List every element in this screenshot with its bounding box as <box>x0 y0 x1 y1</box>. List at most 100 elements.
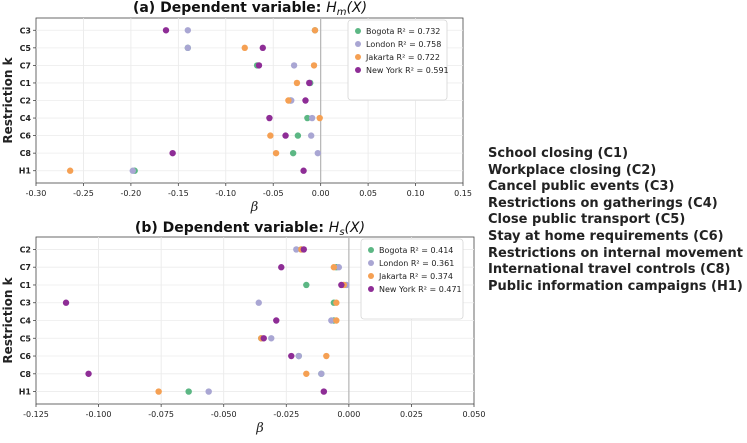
point-jakarta-c7 <box>330 264 338 271</box>
y-tick-label: C6 <box>20 352 32 361</box>
panel-label: (a) <box>133 0 160 16</box>
legend-box <box>360 238 464 320</box>
x-axis-label: β <box>250 200 259 215</box>
x-tick-label: -0.050 <box>211 410 237 419</box>
x-tick-label: 0.10 <box>407 189 425 198</box>
point-bogota-h1 <box>185 388 192 395</box>
legend-entry: Bogota R² = 0.414 <box>379 246 453 255</box>
point-jakarta-c6 <box>323 352 330 360</box>
restriction-legend-item: Workplace closing (C2) <box>488 162 657 178</box>
y-axis-label: Restriction k <box>1 56 15 143</box>
y-tick-label: C5 <box>20 334 32 343</box>
y-tick-label: H1 <box>19 388 32 397</box>
point-london-c4 <box>328 317 335 324</box>
point-jakarta-c3 <box>333 299 340 306</box>
y-tick-label: H1 <box>19 167 32 176</box>
chart-panel-b: -0.125 -0.100 -0.075 -0.050 -0.025 0.000 0.025… <box>1 220 485 436</box>
point-new-york-c5 <box>259 44 266 52</box>
y-tick-label: C7 <box>20 263 31 272</box>
title-subscript: m <box>337 7 347 18</box>
title-math: H <box>326 0 337 16</box>
point-new-york-h1 <box>320 388 328 395</box>
x-tick-label: 0.00 <box>312 189 330 198</box>
x-tick-label: 0.15 <box>454 189 472 198</box>
x-tick-label: 0.025 <box>400 410 423 419</box>
point-london-h1 <box>205 388 212 395</box>
restriction-legend-item: School closing (C1) <box>488 146 629 161</box>
point-new-york-c3 <box>62 299 70 306</box>
point-bogota-c1 <box>303 281 310 289</box>
title-argument: (X) <box>345 220 366 236</box>
x-tick-label: -0.20 <box>121 189 142 198</box>
y-tick-label: C3 <box>20 26 31 35</box>
point-new-york-c8 <box>169 149 176 157</box>
point-new-york-h1 <box>300 167 307 174</box>
point-london-c3 <box>255 299 262 306</box>
point-jakarta-c5 <box>241 44 248 52</box>
point-bogota-c8 <box>289 149 297 157</box>
legend-entry: Jakarta R² = 0.722 <box>365 53 440 62</box>
x-tick-label: 0.050 <box>463 410 486 419</box>
legend-entry: Jakarta R² = 0.374 <box>378 272 453 281</box>
y-tick-label: C4 <box>20 114 32 123</box>
legend-entry: London R² = 0.758 <box>366 40 441 49</box>
restriction-legend-item: Restrictions on gatherings (C4) <box>488 195 718 211</box>
legend-box <box>347 19 448 101</box>
point-london-c6 <box>307 132 315 139</box>
legend-marker <box>368 247 374 253</box>
legend-marker <box>368 260 374 266</box>
title-text: Dependent variable: <box>163 220 329 236</box>
restriction-legend-item: Cancel public events (C3) <box>488 179 675 195</box>
y-tick-label: C2 <box>20 245 31 254</box>
point-new-york-c4 <box>266 114 273 122</box>
restriction-legend: School closing (C1) Workplace closing (C2… <box>488 146 747 295</box>
legend-marker <box>355 28 361 34</box>
x-tick-label: -0.075 <box>148 410 174 419</box>
point-new-york-c6 <box>288 352 295 360</box>
x-tick-label: 0.000 <box>337 410 360 419</box>
x-tick-label: -0.15 <box>168 189 189 198</box>
point-new-york-c1 <box>338 281 345 289</box>
x-tick-label: -0.125 <box>23 410 49 419</box>
x-tick-label: -0.05 <box>263 189 284 198</box>
point-bogota-c6 <box>294 132 302 139</box>
restriction-legend-item: Public information campaigns (H1) <box>488 278 743 294</box>
panel-title: (b) Dependent variable: Hs(X) <box>135 220 365 238</box>
x-tick-label: -0.25 <box>73 189 94 198</box>
y-tick-label: C2 <box>20 97 31 106</box>
point-london-c6 <box>295 352 302 360</box>
point-london-c5 <box>184 44 192 52</box>
x-axis-label: β <box>255 421 264 436</box>
restriction-legend-item: Stay at home requirements (C6) <box>488 228 724 244</box>
point-new-york-c4 <box>273 317 280 324</box>
point-new-york-c6 <box>282 132 289 139</box>
y-tick-label: C1 <box>20 79 32 88</box>
x-tick-label: 0.05 <box>359 189 377 198</box>
y-tick-label: C3 <box>20 299 31 308</box>
legend-marker <box>355 67 361 73</box>
point-jakarta-c3 <box>311 27 319 34</box>
legend-marker <box>355 41 361 47</box>
point-jakarta-c2 <box>285 97 292 104</box>
point-new-york-c7 <box>255 62 263 69</box>
point-jakarta-c7 <box>310 62 318 69</box>
point-new-york-c2 <box>302 97 309 104</box>
legend-marker <box>368 273 374 279</box>
point-london-c3 <box>184 27 192 34</box>
y-tick-label: C6 <box>20 132 32 141</box>
point-london-h1 <box>129 167 136 174</box>
x-tick-label: -0.025 <box>273 410 299 419</box>
restriction-legend-item: International travel controls (C8) <box>488 262 731 278</box>
y-tick-label: C1 <box>20 281 32 290</box>
y-tick-label: C8 <box>20 370 32 379</box>
point-jakarta-c6 <box>267 132 274 139</box>
point-london-c8 <box>318 370 325 377</box>
point-jakarta-h1 <box>155 388 162 395</box>
point-jakarta-c1 <box>293 79 301 87</box>
point-jakarta-c4 <box>333 317 340 324</box>
x-tick-label: -0.30 <box>26 189 47 198</box>
point-new-york-c2 <box>300 246 308 253</box>
point-london-c5 <box>268 335 275 342</box>
point-jakarta-c8 <box>303 370 310 377</box>
y-tick-label: C8 <box>20 149 32 158</box>
